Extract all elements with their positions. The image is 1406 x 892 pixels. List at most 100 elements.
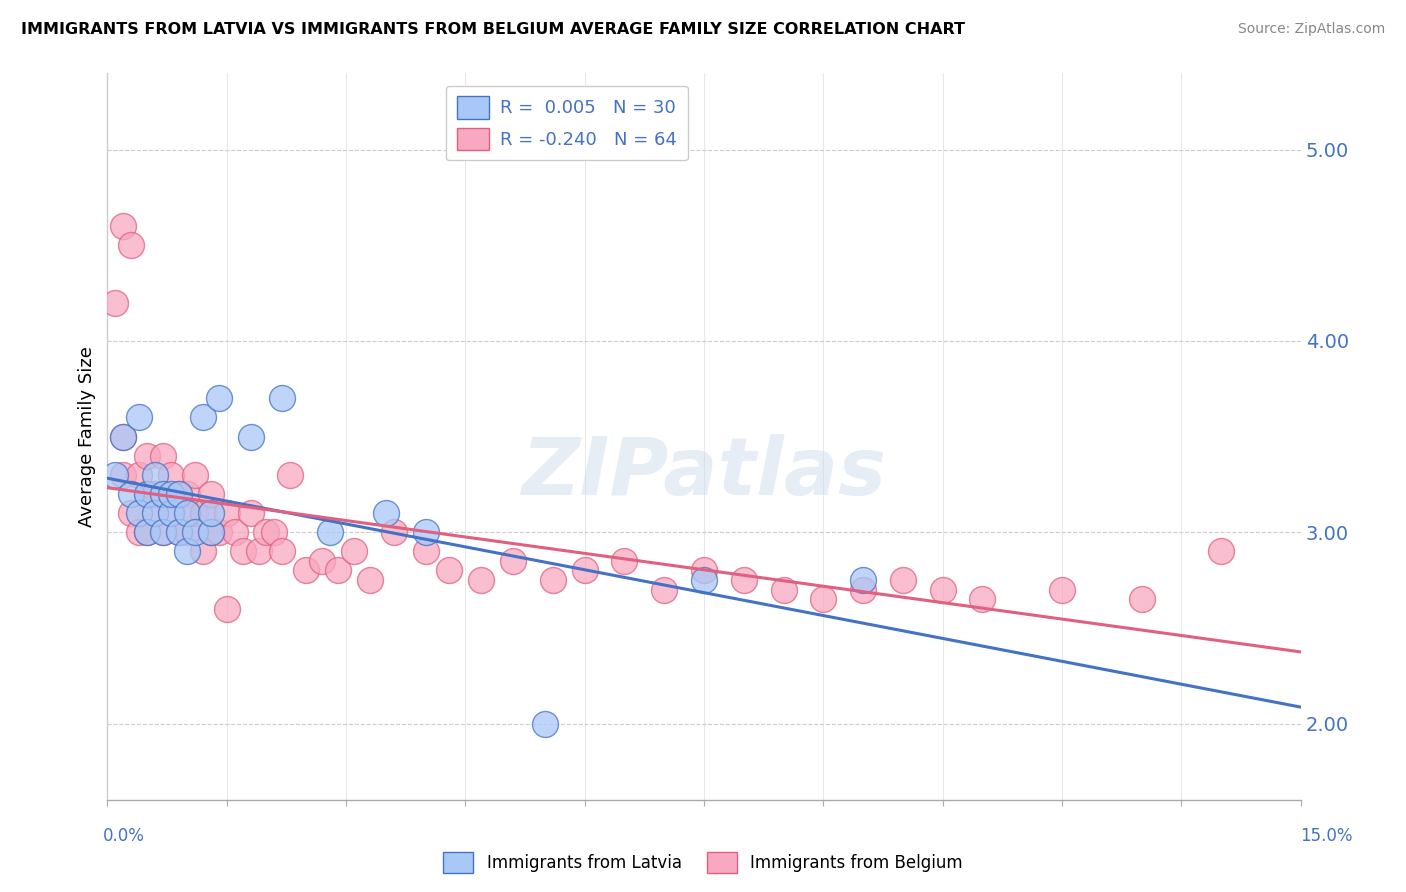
Text: 0.0%: 0.0% <box>103 827 145 845</box>
Point <box>311 554 333 568</box>
Point <box>931 582 953 597</box>
Point <box>263 525 285 540</box>
Point <box>891 573 914 587</box>
Point <box>200 525 222 540</box>
Point <box>136 449 159 463</box>
Point <box>534 716 557 731</box>
Point <box>128 506 150 520</box>
Point <box>191 506 214 520</box>
Point <box>152 525 174 540</box>
Point <box>120 506 142 520</box>
Point <box>1050 582 1073 597</box>
Point <box>143 487 166 501</box>
Point <box>112 429 135 443</box>
Point <box>136 487 159 501</box>
Point <box>326 564 349 578</box>
Point <box>208 525 231 540</box>
Point <box>359 573 381 587</box>
Point <box>343 544 366 558</box>
Point <box>152 487 174 501</box>
Point <box>167 487 190 501</box>
Point <box>215 601 238 615</box>
Point <box>852 573 875 587</box>
Point <box>541 573 564 587</box>
Point <box>184 467 207 482</box>
Point <box>191 544 214 558</box>
Point <box>693 573 716 587</box>
Point <box>200 525 222 540</box>
Point <box>160 467 183 482</box>
Point <box>972 592 994 607</box>
Point <box>167 525 190 540</box>
Point <box>208 391 231 405</box>
Point <box>136 525 159 540</box>
Point <box>152 449 174 463</box>
Point <box>176 506 198 520</box>
Point <box>502 554 524 568</box>
Point <box>200 506 222 520</box>
Point <box>271 391 294 405</box>
Point <box>160 506 183 520</box>
Point <box>143 506 166 520</box>
Text: ZIPatlas: ZIPatlas <box>522 434 887 512</box>
Point <box>415 525 437 540</box>
Point <box>415 544 437 558</box>
Point <box>160 487 183 501</box>
Point <box>143 506 166 520</box>
Point <box>1211 544 1233 558</box>
Point <box>852 582 875 597</box>
Point <box>176 544 198 558</box>
Point <box>574 564 596 578</box>
Point <box>167 487 190 501</box>
Point <box>176 525 198 540</box>
Point <box>152 487 174 501</box>
Point <box>128 410 150 425</box>
Point <box>693 564 716 578</box>
Point <box>232 544 254 558</box>
Point <box>136 487 159 501</box>
Point <box>160 506 183 520</box>
Point <box>733 573 755 587</box>
Point <box>239 429 262 443</box>
Point <box>104 295 127 310</box>
Text: Source: ZipAtlas.com: Source: ZipAtlas.com <box>1237 22 1385 37</box>
Point <box>200 487 222 501</box>
Point <box>319 525 342 540</box>
Point <box>128 467 150 482</box>
Point <box>470 573 492 587</box>
Point <box>104 467 127 482</box>
Point <box>271 544 294 558</box>
Point <box>224 525 246 540</box>
Point <box>247 544 270 558</box>
Point <box>772 582 794 597</box>
Point <box>439 564 461 578</box>
Point <box>256 525 278 540</box>
Point <box>176 487 198 501</box>
Point <box>813 592 835 607</box>
Point <box>128 525 150 540</box>
Point <box>143 467 166 482</box>
Point <box>215 506 238 520</box>
Point <box>374 506 396 520</box>
Point <box>152 525 174 540</box>
Point <box>136 525 159 540</box>
Point <box>112 467 135 482</box>
Text: 15.0%: 15.0% <box>1301 827 1353 845</box>
Point <box>112 429 135 443</box>
Point <box>167 525 190 540</box>
Point <box>280 467 302 482</box>
Point <box>613 554 636 568</box>
Point <box>112 219 135 233</box>
Y-axis label: Average Family Size: Average Family Size <box>79 346 96 527</box>
Legend: Immigrants from Latvia, Immigrants from Belgium: Immigrants from Latvia, Immigrants from … <box>437 846 969 880</box>
Point <box>184 506 207 520</box>
Point <box>295 564 318 578</box>
Text: IMMIGRANTS FROM LATVIA VS IMMIGRANTS FROM BELGIUM AVERAGE FAMILY SIZE CORRELATIO: IMMIGRANTS FROM LATVIA VS IMMIGRANTS FRO… <box>21 22 965 37</box>
Point <box>382 525 405 540</box>
Point <box>652 582 675 597</box>
Point <box>120 487 142 501</box>
Point <box>191 410 214 425</box>
Point <box>184 525 207 540</box>
Legend: R =  0.005   N = 30, R = -0.240   N = 64: R = 0.005 N = 30, R = -0.240 N = 64 <box>446 86 688 161</box>
Point <box>239 506 262 520</box>
